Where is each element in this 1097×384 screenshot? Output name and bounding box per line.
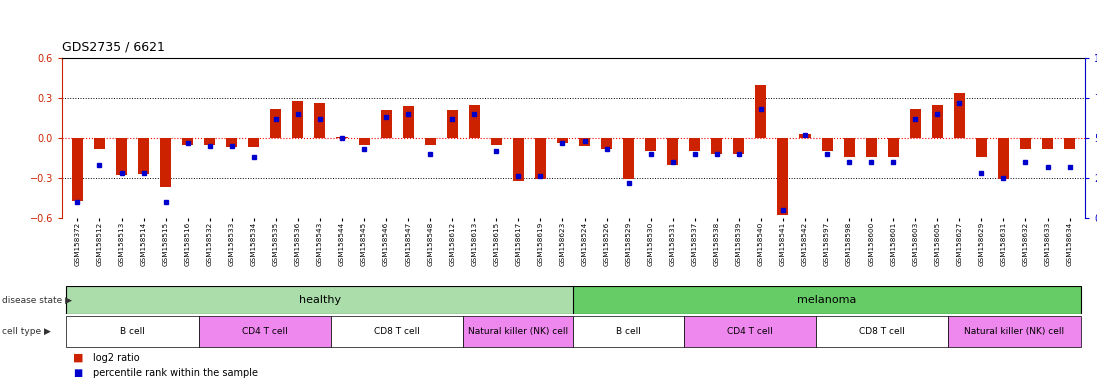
Bar bbox=[931, 105, 942, 138]
Bar bbox=[446, 110, 457, 138]
Bar bbox=[645, 138, 656, 151]
Bar bbox=[574, 316, 683, 347]
Text: cell type ▶: cell type ▶ bbox=[2, 327, 52, 336]
Text: ■: ■ bbox=[73, 353, 83, 363]
Bar bbox=[948, 316, 1081, 347]
Text: CD4 T cell: CD4 T cell bbox=[727, 327, 772, 336]
Bar bbox=[909, 109, 920, 138]
Bar bbox=[816, 316, 948, 347]
Text: B cell: B cell bbox=[120, 327, 145, 336]
Bar bbox=[800, 134, 811, 138]
Bar bbox=[463, 316, 574, 347]
Bar bbox=[689, 138, 700, 151]
Text: B cell: B cell bbox=[617, 327, 641, 336]
Bar bbox=[953, 93, 965, 138]
Bar bbox=[887, 138, 898, 157]
Bar bbox=[381, 110, 392, 138]
Bar bbox=[976, 138, 987, 157]
Bar bbox=[468, 105, 479, 138]
Bar bbox=[778, 138, 789, 215]
Bar bbox=[535, 138, 546, 179]
Bar bbox=[315, 103, 326, 138]
Text: Natural killer (NK) cell: Natural killer (NK) cell bbox=[964, 327, 1064, 336]
Bar bbox=[844, 138, 855, 157]
Bar bbox=[293, 101, 304, 138]
Text: CD4 T cell: CD4 T cell bbox=[242, 327, 287, 336]
Text: Natural killer (NK) cell: Natural killer (NK) cell bbox=[468, 327, 568, 336]
Bar bbox=[337, 137, 348, 138]
Bar bbox=[557, 138, 568, 143]
Text: disease state ▶: disease state ▶ bbox=[2, 296, 72, 305]
Bar bbox=[579, 138, 590, 146]
Text: CD8 T cell: CD8 T cell bbox=[859, 327, 905, 336]
Bar bbox=[403, 106, 414, 138]
Bar bbox=[1020, 138, 1031, 149]
Bar bbox=[94, 138, 105, 149]
Bar bbox=[359, 138, 370, 145]
Bar bbox=[513, 138, 524, 180]
Bar bbox=[138, 138, 149, 174]
Bar bbox=[67, 316, 199, 347]
Bar bbox=[1042, 138, 1053, 149]
Bar bbox=[204, 138, 215, 145]
Bar bbox=[226, 138, 237, 147]
Bar bbox=[199, 316, 331, 347]
Bar bbox=[160, 138, 171, 187]
Text: ■: ■ bbox=[73, 368, 82, 378]
Bar bbox=[601, 138, 612, 149]
Text: CD8 T cell: CD8 T cell bbox=[374, 327, 420, 336]
Text: percentile rank within the sample: percentile rank within the sample bbox=[93, 368, 258, 378]
Text: GDS2735 / 6621: GDS2735 / 6621 bbox=[63, 40, 165, 53]
Bar bbox=[490, 138, 501, 145]
Bar bbox=[72, 138, 83, 201]
Bar bbox=[756, 84, 767, 138]
Bar bbox=[733, 138, 745, 154]
Bar bbox=[248, 138, 259, 147]
Bar bbox=[1064, 138, 1075, 149]
Bar bbox=[574, 286, 1081, 314]
Bar bbox=[331, 316, 463, 347]
Bar bbox=[998, 138, 1009, 179]
Bar bbox=[711, 138, 722, 154]
Bar bbox=[270, 109, 281, 138]
Text: healthy: healthy bbox=[298, 295, 341, 305]
Bar bbox=[116, 138, 127, 175]
Bar bbox=[623, 138, 634, 179]
Bar bbox=[67, 286, 574, 314]
Bar bbox=[866, 138, 877, 157]
Text: melanoma: melanoma bbox=[798, 295, 857, 305]
Bar bbox=[683, 316, 816, 347]
Bar bbox=[667, 138, 678, 165]
Bar bbox=[182, 138, 193, 145]
Bar bbox=[425, 138, 436, 145]
Bar bbox=[822, 138, 833, 151]
Text: log2 ratio: log2 ratio bbox=[93, 353, 139, 363]
